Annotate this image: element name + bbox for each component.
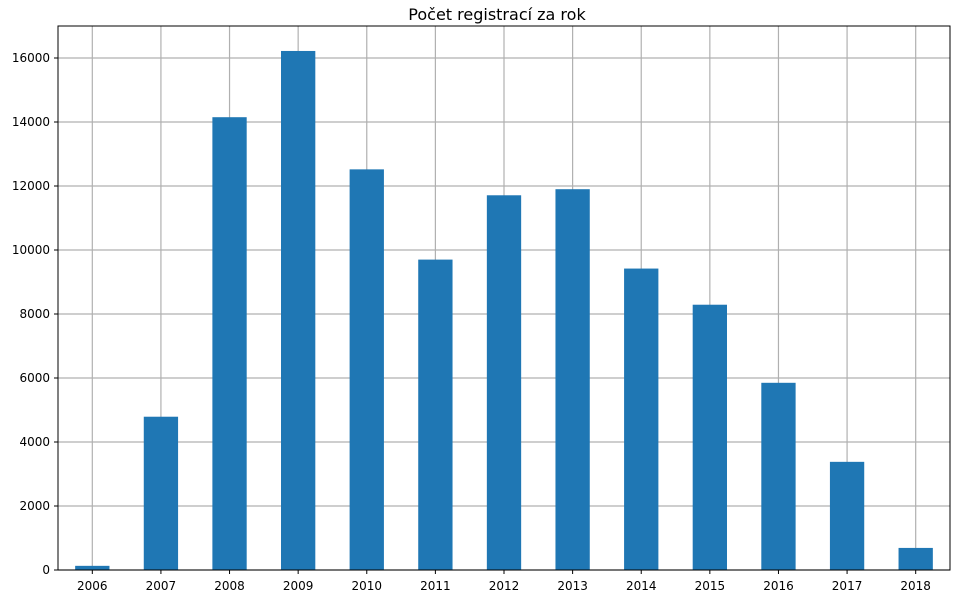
y-tick-label: 2000	[19, 499, 50, 513]
bar-2018	[898, 547, 933, 570]
x-tick-label: 2009	[283, 579, 314, 593]
bar-2015	[692, 304, 727, 570]
x-tick-label: 2017	[832, 579, 863, 593]
ticks: 0 2000 4000 6000 8000 10000 12000 14000 16000 200…	[12, 51, 931, 593]
bar-2013	[555, 189, 590, 570]
x-tick-label: 2013	[557, 579, 588, 593]
bar-2010	[349, 169, 384, 571]
x-tick-label: 2016	[763, 579, 794, 593]
x-tick-label: 2010	[351, 579, 382, 593]
x-tick-label: 2014	[626, 579, 657, 593]
chart-title: Počet registrací za rok	[408, 5, 586, 24]
bar-2014	[624, 268, 659, 570]
y-tick-label: 4000	[19, 435, 50, 449]
y-tick-label: 6000	[19, 371, 50, 385]
y-tick-label: 10000	[12, 243, 50, 257]
x-tick-label: 2015	[695, 579, 726, 593]
x-tick-label: 2012	[489, 579, 520, 593]
x-tick-label: 2006	[77, 579, 108, 593]
x-tick-label: 2018	[900, 579, 931, 593]
y-tick-label: 0	[42, 563, 50, 577]
y-tick-label: 12000	[12, 179, 50, 193]
bar-2017	[829, 461, 865, 570]
x-tick-label: 2011	[420, 579, 451, 593]
bar-2011	[418, 259, 453, 570]
bar-2007	[143, 416, 179, 570]
y-tick-label: 14000	[12, 115, 50, 129]
bars	[75, 50, 933, 571]
x-tick-label: 2007	[146, 579, 177, 593]
bar-2016	[761, 382, 796, 570]
x-tick-label: 2008	[214, 579, 245, 593]
y-tick-label: 16000	[12, 51, 50, 65]
bar-2008	[212, 117, 247, 570]
bar-2012	[486, 195, 522, 570]
bar-2009	[281, 50, 316, 570]
y-tick-label: 8000	[19, 307, 50, 321]
bar-2006	[75, 565, 110, 570]
